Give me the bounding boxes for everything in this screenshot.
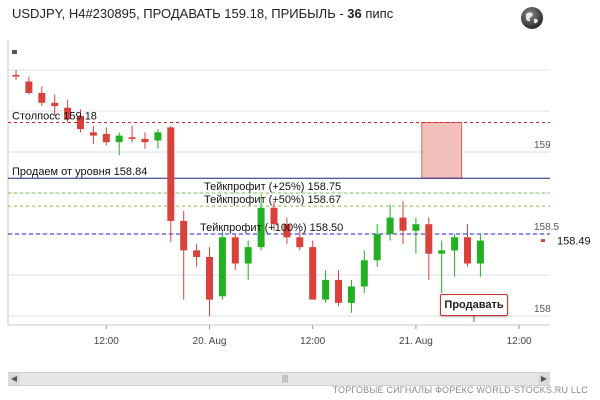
- candle-body-26: [347, 286, 355, 303]
- candle-body-1: [25, 81, 33, 93]
- title-pips: 36: [347, 6, 362, 21]
- candle-body-14: [193, 250, 201, 257]
- level-label-tp2: Тейкпрофит (+50%) 158.67: [204, 194, 341, 206]
- candle-body-31: [412, 224, 420, 231]
- candle-body-6: [89, 132, 97, 136]
- level-label-entry: Продаем от уровня 158.84: [12, 166, 147, 178]
- candle-body-3: [51, 102, 59, 107]
- candle-body-18: [244, 247, 252, 264]
- candle-body-9: [128, 137, 136, 139]
- candle-body-16: [218, 237, 226, 297]
- scroll-thumb[interactable]: |||: [281, 374, 289, 383]
- level-label-tp3: Тейкпрофит (+100%) 158.50: [200, 222, 343, 234]
- title-prefix: USDJPY, H4#230895, ПРОДАВАТЬ 159.18, ПРИ…: [12, 6, 348, 21]
- y-tick-label-1: 158.5: [534, 222, 559, 233]
- candle-body-25: [335, 279, 342, 303]
- x-tick-label-0: 12:00: [94, 336, 119, 347]
- x-tick-label-2: 12:00: [300, 336, 325, 347]
- candle-body-20: [270, 207, 278, 225]
- candle-body-15: [206, 256, 213, 300]
- candle-body-12: [167, 127, 175, 221]
- candle-body-36: [476, 240, 484, 264]
- candle-body-5: [77, 115, 84, 130]
- candle-body-7: [102, 133, 110, 143]
- footer-credit: ТОРГОВЫЕ СИГНАЛЫ ФОРЕКС WORLD-STOCKS.RU …: [332, 385, 588, 395]
- current-price-marker: [541, 239, 545, 243]
- signal-zone: [421, 121, 463, 179]
- sell-button[interactable]: Продавать: [440, 294, 508, 316]
- candle-body-4: [64, 107, 72, 120]
- candle-body-11: [154, 132, 162, 141]
- candle-body-28: [373, 234, 381, 261]
- scroll-left-icon[interactable]: ◀: [8, 373, 20, 385]
- title-suffix: пипс: [361, 6, 394, 21]
- candle-body-2: [38, 92, 46, 103]
- candle-body-27: [360, 260, 368, 287]
- candle-body-10: [141, 138, 149, 143]
- globe-icon[interactable]: [520, 6, 544, 30]
- candle-body-29: [386, 217, 394, 234]
- y-tick-label-2: 158: [534, 304, 551, 315]
- candle-body-24: [322, 279, 330, 300]
- candle-body-32: [425, 224, 433, 254]
- candle-body-34: [451, 237, 459, 251]
- price-chart: 159 158.5 158 12:00 20. Aug 12:00 21. Aug 12:00…: [7, 40, 591, 347]
- candle-body-19: [257, 207, 265, 248]
- candle-body-0: [12, 74, 20, 77]
- candle-body-30: [399, 217, 407, 231]
- chart-scrollbar[interactable]: ◀ ||| ▶: [8, 372, 550, 386]
- candle-body-35: [464, 237, 471, 264]
- candle-body-22: [296, 237, 304, 248]
- candle-body-21: [283, 224, 291, 238]
- start-marker: [12, 50, 17, 54]
- candle-body-17: [231, 237, 239, 264]
- x-tick-label-1: 20. Aug: [193, 336, 227, 347]
- candle-body-8: [115, 135, 123, 143]
- chart-title: USDJPY, H4#230895, ПРОДАВАТЬ 159.18, ПРИ…: [12, 6, 393, 21]
- level-label-tp1: Тейкпрофит (+25%) 158.75: [204, 181, 341, 193]
- candle-body-23: [309, 247, 317, 300]
- scroll-right-icon[interactable]: ▶: [538, 373, 550, 385]
- y-tick-label-0: 159: [534, 140, 551, 151]
- x-tick-label-4: 12:00: [507, 336, 532, 347]
- x-tick-label-3: 21. Aug: [399, 336, 433, 347]
- candle-body-13: [180, 220, 188, 251]
- current-price-label: 158.49: [557, 236, 591, 248]
- level-label-stop: Столпосс 159.18: [12, 110, 97, 122]
- candle-body-33: [438, 250, 446, 254]
